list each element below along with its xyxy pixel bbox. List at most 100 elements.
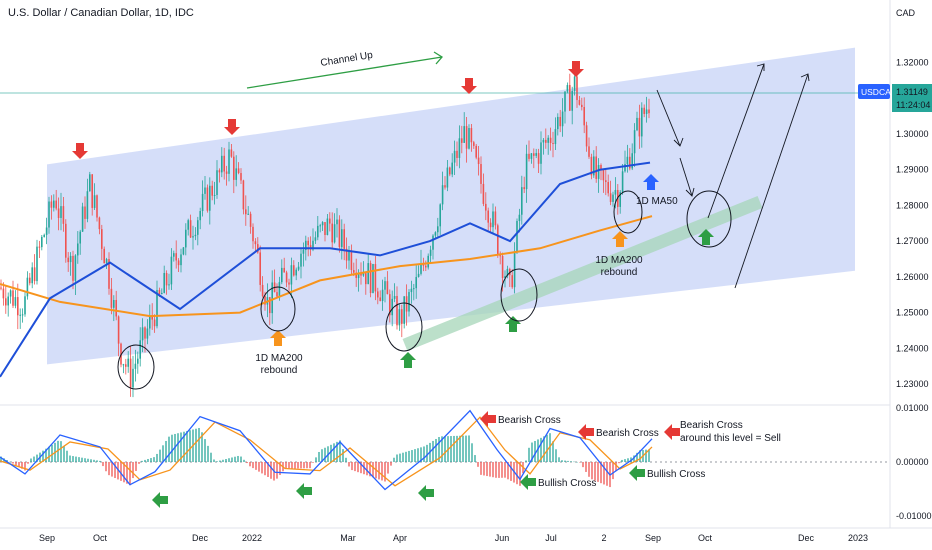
candle-body [12,290,14,306]
candle-body [439,204,441,227]
histogram-bar [315,457,317,462]
histogram-bar [621,459,623,462]
histogram-bar [165,440,167,462]
histogram-bar [204,439,206,462]
histogram-bar [144,459,146,462]
histogram-bar [261,462,263,474]
candle-body [321,222,324,226]
histogram-bar [270,462,272,479]
candle-body [72,255,74,281]
candle-body [163,273,165,293]
macd-bear-arrow-1 [480,411,496,427]
histogram-bar [555,449,557,462]
candle-body [511,275,513,288]
candle-body [470,128,473,143]
candle-body [641,107,643,137]
candle-body [31,267,33,284]
candle-body [593,156,595,176]
candle-body [523,187,525,190]
histogram-bar [18,462,20,468]
candle-body [173,253,175,257]
candle-body [60,206,62,218]
histogram-bar [450,436,452,462]
candle-body [153,319,156,327]
histogram-bar [387,462,389,474]
histogram-bar [402,452,404,462]
candle-body [530,153,533,159]
candle-body [549,137,552,143]
buy-arrow-2 [505,316,521,332]
candle-body [626,156,629,165]
histogram-bar [378,462,380,480]
candle-body [482,183,485,204]
histogram-bar [288,462,290,469]
histogram-bar [366,462,368,476]
candle-body [405,296,408,312]
histogram-bar [312,462,314,463]
candle-body [206,187,209,211]
histogram-bar [258,462,260,472]
channel-arrow-head [433,51,443,65]
candle-body [485,203,487,211]
candle-body [103,248,105,264]
ma50-label: 1D MA50 [636,196,678,207]
candle-body [477,157,480,165]
candle-body [631,153,633,169]
candle-body [614,189,617,195]
price-tick: 1.30000 [896,129,929,139]
candle-body [189,220,192,238]
histogram-bar [213,459,215,462]
time-tick: Dec [798,533,815,543]
histogram-bar [276,462,278,479]
projection-head-3 [756,63,765,71]
histogram-bar [189,430,191,462]
histogram-bar [138,462,140,464]
candle-body [297,266,300,270]
histogram-bar [126,462,128,484]
candle-body [504,276,506,279]
histogram-bar [345,457,347,462]
candle-body [499,255,501,257]
histogram-bar [240,456,242,462]
candle-body [585,125,588,147]
candle-body [185,229,187,248]
ma200-line [0,215,653,318]
histogram-bar [615,462,617,472]
candle-body [415,276,417,289]
histogram-bar [537,439,539,462]
candle-body [288,282,290,285]
projection-head-1 [673,137,684,147]
candle-body [50,201,53,208]
candle-body [595,156,597,179]
candle-body [441,185,444,205]
histogram-bar [294,462,296,469]
histogram-bar [21,462,23,469]
candle-body [137,358,139,364]
candle-body [389,294,391,316]
candle-body [357,272,360,279]
countdown: 11:24:04 [896,100,930,110]
histogram-bar [303,462,305,469]
channel-arrow-line [246,56,443,89]
histogram-bar [432,440,434,462]
histogram-bar [519,462,521,486]
candle-body [24,296,26,315]
candle-body [14,297,17,306]
histogram-bar [249,462,251,467]
candle-body [645,109,648,114]
candle-body [197,220,199,235]
candle-body [629,156,631,169]
candle-body [98,217,101,230]
histogram-bar [156,453,158,462]
candle-body [619,192,621,207]
candle-body [62,206,65,224]
time-tick: Dec [192,533,209,543]
candle-body [381,289,384,301]
candle-body [283,267,285,273]
histogram-bar [510,462,512,481]
candle-body [290,265,293,285]
candle-body [182,247,185,255]
histogram-bar [384,462,386,482]
candle-body [199,211,201,221]
